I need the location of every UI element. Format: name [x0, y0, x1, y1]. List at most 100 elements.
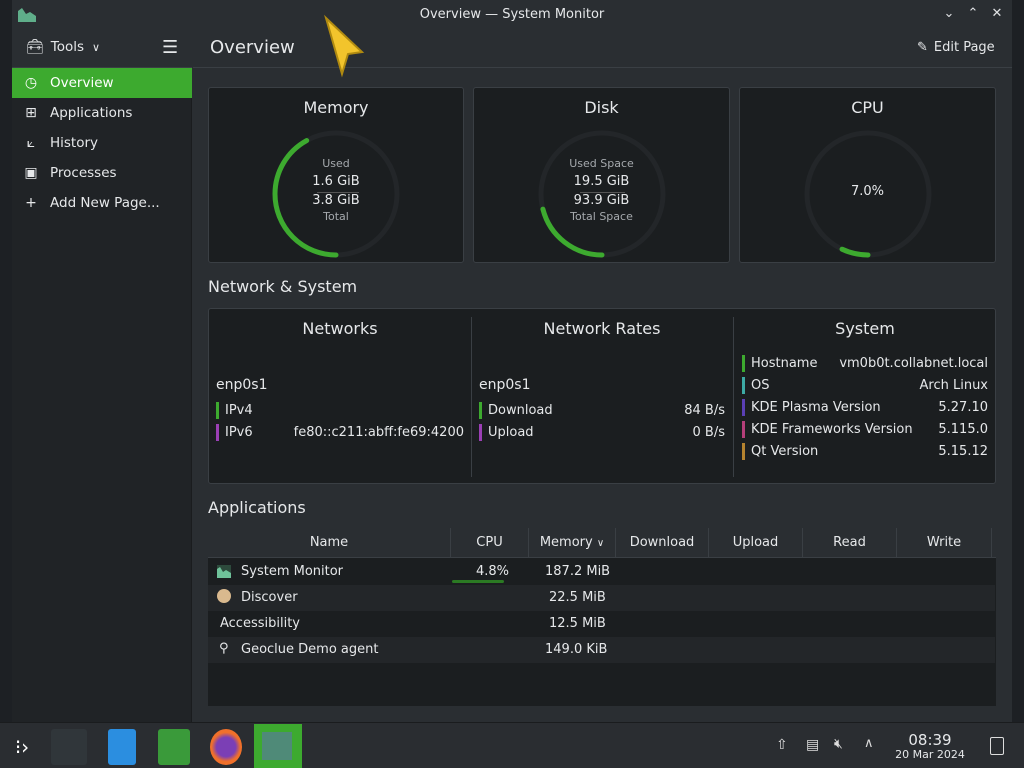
- upload-label: Upload: [488, 425, 534, 440]
- chart-icon: ⟀: [26, 135, 36, 151]
- system-info-label: KDE Frameworks Version: [751, 422, 913, 437]
- app-memory: 187.2 MiB: [545, 564, 611, 579]
- sidebar-item-label: Processes: [50, 165, 117, 181]
- column-header-download[interactable]: Download: [616, 528, 709, 558]
- sidebar-item-overview[interactable]: ◷ Overview: [12, 68, 192, 98]
- sidebar-item-add-page[interactable]: + Add New Page...: [12, 188, 192, 218]
- upload-value: 0 B/s: [692, 425, 725, 440]
- upload-row: Upload 0 B/s: [479, 424, 725, 441]
- system-info-value: 5.115.0: [938, 422, 988, 437]
- cpu-card: CPU 7.0%: [739, 87, 996, 263]
- edit-page-button[interactable]: ✎ Edit Page: [917, 40, 995, 55]
- system-monitor-task[interactable]: [254, 724, 302, 768]
- system-info-label: OS: [751, 378, 770, 393]
- network-section-title: Network & System: [208, 277, 358, 296]
- sidebar-item-applications[interactable]: ⊞ Applications: [12, 98, 192, 128]
- volume-muted-icon[interactable]: 🔇︎: [834, 736, 843, 752]
- app-memory: 22.5 MiB: [549, 590, 606, 605]
- legend-bar: [216, 402, 219, 419]
- show-desktop-icon[interactable]: [990, 737, 1004, 755]
- column-header-write[interactable]: Write: [897, 528, 992, 558]
- column-header-upload[interactable]: Upload: [709, 528, 803, 558]
- memory-used-value: 1.6 GiB: [312, 174, 360, 189]
- discover-store-icon[interactable]: [108, 729, 136, 765]
- app-icon: [18, 8, 36, 22]
- table-row[interactable]: Discover 22.5 MiB: [208, 585, 995, 611]
- disk-used-value: 19.5 GiB: [573, 174, 630, 189]
- ipv4-row: IPv4: [216, 402, 464, 419]
- close-button[interactable]: ✕: [991, 6, 1003, 21]
- system-info-row: KDE Frameworks Version 5.115.0: [742, 421, 988, 438]
- taskbar: ⁝› ⇧ ▤ 🔇︎ ∧ 08:39 20 Mar 2024: [0, 722, 1024, 768]
- page-title: Overview: [210, 37, 295, 58]
- sidebar-item-label: History: [50, 135, 99, 151]
- updates-icon[interactable]: ⇧: [776, 737, 788, 753]
- legend-bar: [216, 424, 219, 441]
- system-info-value: 5.15.12: [938, 444, 988, 459]
- download-label: Download: [488, 403, 553, 418]
- disk-total-value: 93.9 GiB: [573, 193, 630, 208]
- legend-bar: [479, 424, 482, 441]
- table-row[interactable]: System Monitor 4.8% 187.2 MiB: [208, 559, 995, 585]
- column-header-read[interactable]: Read: [803, 528, 897, 558]
- sidebar-item-history[interactable]: ⟀ History: [12, 128, 192, 158]
- clock-date[interactable]: 20 Mar 2024: [895, 748, 965, 761]
- cpu-gauge: [804, 130, 932, 258]
- title-bar[interactable]: Overview — System Monitor ⌄ ⌃ ✕: [12, 0, 1012, 30]
- cpu-usage-bar: [452, 580, 504, 583]
- legend-bar: [742, 443, 745, 460]
- cpu-gauge-arc: [804, 130, 932, 258]
- sidebar-item-label: Overview: [50, 75, 114, 91]
- system-title: System: [835, 319, 895, 338]
- memory-total-value: 3.8 GiB: [312, 193, 360, 208]
- clipboard-icon[interactable]: ▤: [806, 737, 820, 753]
- system-settings-icon[interactable]: [51, 729, 87, 765]
- pencil-icon: ✎: [917, 40, 928, 55]
- window-title: Overview — System Monitor: [419, 7, 605, 22]
- memory-gauge: [272, 130, 400, 258]
- page-header: Overview ✎ Edit Page: [193, 30, 1012, 68]
- discover-icon: [217, 589, 231, 603]
- firefox-icon[interactable]: [210, 729, 242, 765]
- memory-used-label: Used: [322, 157, 350, 170]
- speedometer-icon: ◷: [24, 75, 38, 91]
- disk-used-label: Used Space: [569, 157, 634, 170]
- hamburger-menu-icon[interactable]: ☰: [162, 37, 179, 58]
- tray-expand-icon[interactable]: ∧: [864, 736, 874, 751]
- system-info-label: Hostname: [751, 356, 818, 371]
- memory-gauge-arc: [272, 130, 400, 258]
- cpu-value: 7.0%: [850, 184, 885, 199]
- file-manager-icon[interactable]: [158, 729, 190, 765]
- table-row[interactable]: Accessibility 12.5 MiB: [208, 611, 995, 637]
- networks-iface: enp0s1: [216, 377, 268, 393]
- system-info-row: Qt Version 5.15.12: [742, 443, 988, 460]
- column-header-name[interactable]: Name: [208, 528, 451, 558]
- sidebar: 🧰︎ Tools ∨ ☰ ◷ Overview ⊞ Applications ⟀ Hi…: [12, 30, 192, 722]
- maximize-button[interactable]: ⌃: [967, 6, 979, 21]
- memory-title: Memory: [303, 98, 369, 117]
- column-header-memory[interactable]: Memory ∨: [529, 528, 616, 558]
- app-name: Geoclue Demo agent: [241, 642, 379, 657]
- disk-gauge: [538, 130, 666, 258]
- minimize-button[interactable]: ⌄: [943, 6, 955, 21]
- table-row[interactable]: ⚲ Geoclue Demo agent 149.0 KiB: [208, 637, 995, 663]
- ipv6-row: IPv6 fe80::c211:abff:fe69:4200: [216, 424, 464, 441]
- ipv6-value: fe80::c211:abff:fe69:4200: [293, 425, 464, 440]
- table-header: Name CPU Memory ∨ Download Upload Read W…: [208, 528, 996, 558]
- column-header-cpu[interactable]: CPU: [451, 528, 529, 558]
- applications-table: Name CPU Memory ∨ Download Upload Read W…: [208, 528, 996, 706]
- legend-bar: [742, 421, 745, 438]
- system-info-value: vm0b0t.collabnet.local: [839, 356, 988, 371]
- system-info-value: 5.27.10: [938, 400, 988, 415]
- sidebar-item-processes[interactable]: ▣ Processes: [12, 158, 192, 188]
- system-info-label: KDE Plasma Version: [751, 400, 881, 415]
- tools-label: Tools: [50, 39, 85, 55]
- tools-menu-button[interactable]: 🧰︎ Tools ∨: [26, 39, 100, 55]
- column-header-memory-label: Memory: [539, 535, 593, 550]
- clock-time[interactable]: 08:39: [908, 731, 952, 749]
- network-rates-title: Network Rates: [543, 319, 661, 338]
- legend-bar: [742, 355, 745, 372]
- app-name: Discover: [241, 590, 298, 605]
- application-launcher-icon[interactable]: ⁝›: [14, 735, 30, 759]
- sidebar-item-label: Applications: [50, 105, 133, 121]
